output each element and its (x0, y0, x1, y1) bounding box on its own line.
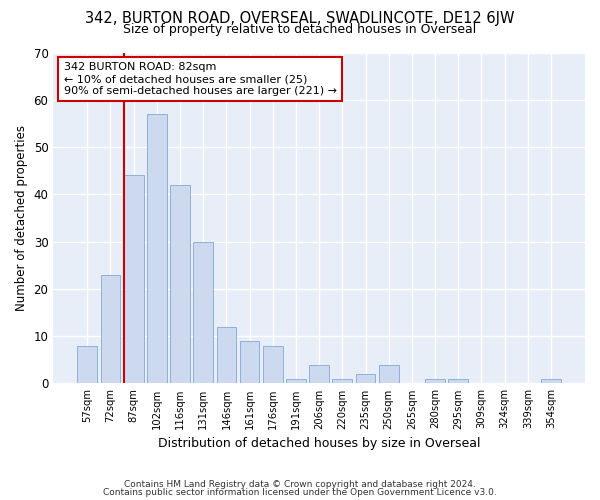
Bar (217, 326, 236, 384)
Bar (263, 346, 283, 384)
Bar (101, 274, 121, 384)
X-axis label: Distribution of detached houses by size in Overseal: Distribution of detached houses by size … (158, 437, 481, 450)
Bar (77, 346, 97, 384)
Bar (147, 114, 167, 384)
Text: 342 BURTON ROAD: 82sqm
← 10% of detached houses are smaller (25)
90% of semi-det: 342 BURTON ROAD: 82sqm ← 10% of detached… (64, 62, 337, 96)
Bar (379, 364, 398, 384)
Text: Contains HM Land Registry data © Crown copyright and database right 2024.: Contains HM Land Registry data © Crown c… (124, 480, 476, 489)
Bar (332, 378, 352, 384)
Bar (356, 374, 376, 384)
Bar (309, 364, 329, 384)
Bar (170, 185, 190, 384)
Bar (541, 378, 561, 384)
Text: Contains public sector information licensed under the Open Government Licence v3: Contains public sector information licen… (103, 488, 497, 497)
Bar (240, 341, 259, 384)
Bar (124, 176, 143, 384)
Text: 342, BURTON ROAD, OVERSEAL, SWADLINCOTE, DE12 6JW: 342, BURTON ROAD, OVERSEAL, SWADLINCOTE,… (85, 11, 515, 26)
Bar (193, 242, 213, 384)
Bar (448, 378, 468, 384)
Bar (425, 378, 445, 384)
Text: Size of property relative to detached houses in Overseal: Size of property relative to detached ho… (124, 22, 476, 36)
Bar (286, 378, 306, 384)
Y-axis label: Number of detached properties: Number of detached properties (15, 125, 28, 311)
